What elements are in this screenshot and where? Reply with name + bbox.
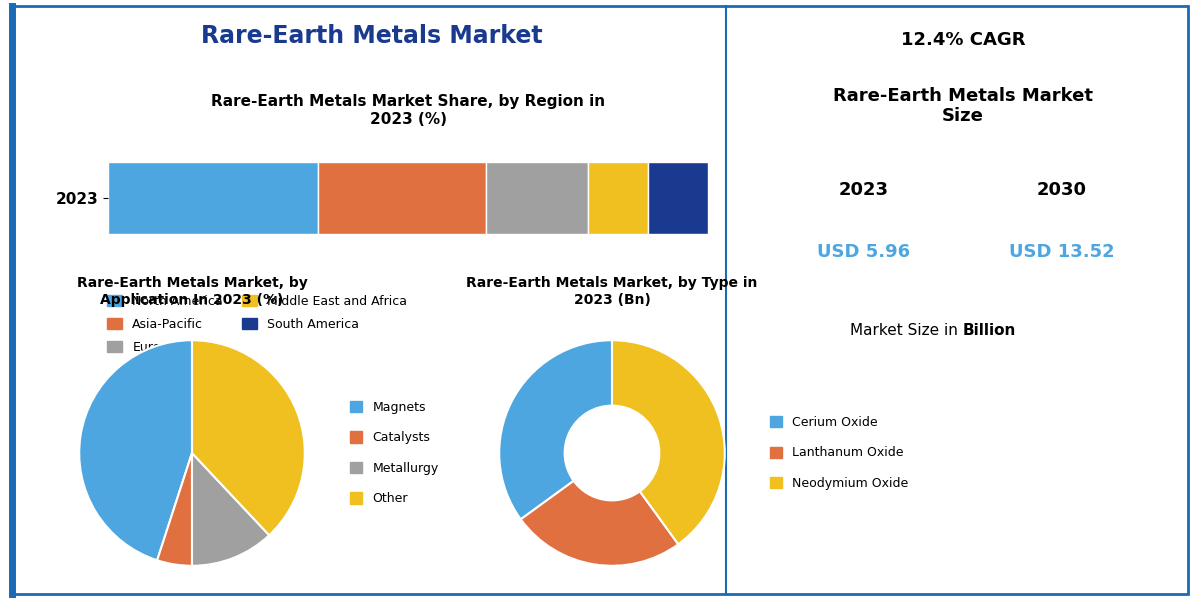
Wedge shape bbox=[499, 340, 612, 520]
Text: 2030: 2030 bbox=[1037, 181, 1087, 199]
Wedge shape bbox=[192, 340, 305, 535]
Wedge shape bbox=[79, 340, 192, 560]
Wedge shape bbox=[612, 340, 725, 544]
Wedge shape bbox=[157, 453, 192, 566]
Text: 12.4% CAGR: 12.4% CAGR bbox=[901, 31, 1025, 49]
Bar bbox=[108, 162, 318, 234]
Text: USD 5.96: USD 5.96 bbox=[817, 243, 911, 261]
Title: Rare-Earth Metals Market, by Type in
2023 (Bn): Rare-Earth Metals Market, by Type in 202… bbox=[467, 277, 757, 307]
Legend: Magnets, Catalysts, Metallurgy, Other: Magnets, Catalysts, Metallurgy, Other bbox=[344, 396, 444, 510]
Title: Rare-Earth Metals Market Share, by Region in
2023 (%): Rare-Earth Metals Market Share, by Regio… bbox=[211, 94, 605, 127]
Legend: North America, Asia-Pacific, Europe, Middle East and Africa, South America: North America, Asia-Pacific, Europe, Mid… bbox=[102, 290, 412, 359]
Text: Rare-Earth Metals Market: Rare-Earth Metals Market bbox=[202, 24, 542, 48]
Wedge shape bbox=[192, 453, 269, 566]
Bar bbox=[318, 162, 486, 234]
Text: Market Size in: Market Size in bbox=[851, 323, 964, 338]
Bar bbox=[486, 162, 588, 234]
Text: Rare-Earth Metals Market
Size: Rare-Earth Metals Market Size bbox=[833, 86, 1093, 125]
Legend: Cerium Oxide, Lanthanum Oxide, Neodymium Oxide: Cerium Oxide, Lanthanum Oxide, Neodymium… bbox=[764, 411, 913, 495]
Bar bbox=[648, 162, 708, 234]
Title: Rare-Earth Metals Market, by
Application In 2023 (%): Rare-Earth Metals Market, by Application… bbox=[77, 277, 307, 307]
Text: Billion: Billion bbox=[964, 323, 1016, 338]
Text: USD 13.52: USD 13.52 bbox=[1009, 243, 1115, 261]
Bar bbox=[588, 162, 648, 234]
Wedge shape bbox=[521, 481, 678, 566]
Text: 2023: 2023 bbox=[839, 181, 889, 199]
